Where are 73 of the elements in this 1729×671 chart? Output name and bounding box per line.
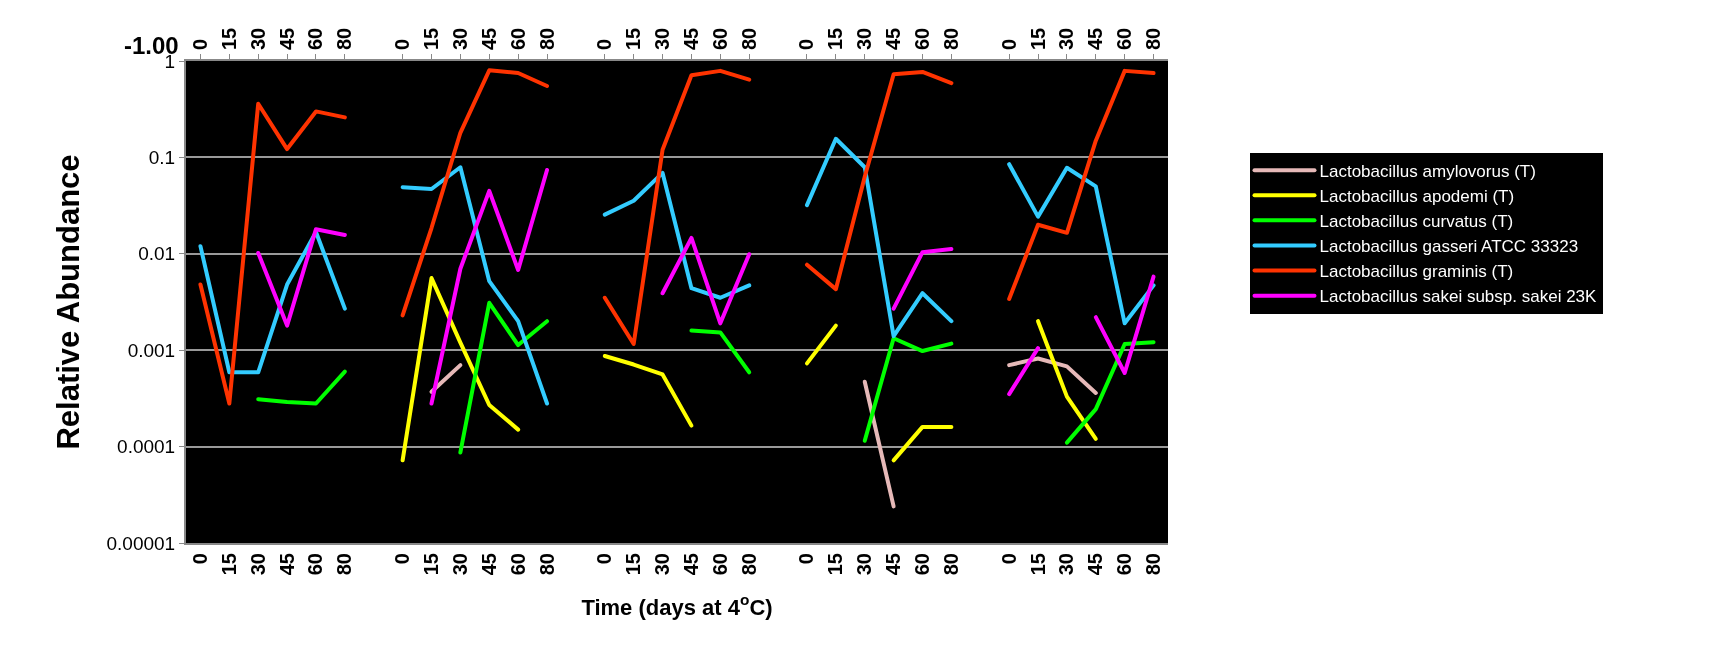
x-tick-label: 30 [1055, 553, 1078, 576]
category-label: 60 [1113, 27, 1136, 50]
x-tick-label: 45 [679, 553, 702, 576]
x-tick-label: 60 [1113, 553, 1136, 576]
category-label: 80 [333, 27, 356, 50]
category-label: 0 [795, 38, 818, 50]
legend-label: Lactobacillus curvatus (T) [1319, 211, 1514, 231]
x-axis-title: Time (days at 4$^{o}$C) [581, 591, 773, 620]
x-tick-label: 15 [622, 553, 645, 576]
category-label: 45 [679, 27, 702, 50]
x-tick-label: 45 [477, 553, 500, 576]
category-label: 60 [304, 27, 327, 50]
x-tick-label: 0 [593, 553, 616, 565]
legend-label: Lactobacillus gasseri ATCC 33323 [1319, 237, 1579, 257]
category-label: 45 [477, 27, 500, 50]
category-label: 15 [1026, 27, 1049, 50]
x-tick-label: 80 [939, 553, 962, 576]
x-tick-label: 0 [997, 553, 1020, 565]
y-tick-label: 0.01 [138, 243, 176, 265]
x-tick-label: 30 [853, 553, 876, 576]
x-tick-label: 60 [708, 553, 731, 576]
category-label: 45 [275, 27, 298, 50]
category-label: 0 [391, 38, 414, 50]
x-tick-label: 60 [506, 553, 529, 576]
category-label: 30 [1055, 27, 1078, 50]
category-label: 0 [593, 38, 616, 50]
x-tick-label: 15 [1026, 553, 1049, 576]
category-label: 80 [1142, 27, 1165, 50]
category-label: 15 [824, 27, 847, 50]
category-label: 30 [246, 27, 269, 50]
x-tick-label: 0 [188, 553, 211, 565]
category-label: 80 [737, 27, 760, 50]
x-tick-label: 0 [795, 553, 818, 565]
y-tick-label: 0.00001 [106, 532, 176, 554]
x-tick-label: 30 [448, 553, 471, 576]
category-label: 0 [997, 38, 1020, 50]
x-tick-label: 80 [737, 553, 760, 576]
x-tick-label: 80 [1142, 553, 1165, 576]
x-tick-label: 80 [333, 553, 356, 576]
category-label: 15 [420, 27, 442, 50]
category-label: 30 [651, 27, 674, 50]
category-label: 45 [882, 27, 905, 50]
category-label: 30 [853, 27, 876, 50]
category-label: 15 [217, 27, 240, 50]
category-label: 80 [939, 27, 962, 50]
x-tick-label: 45 [882, 553, 905, 576]
y-tick-label: 0.1 [148, 147, 176, 169]
category-label: 15 [622, 27, 645, 50]
x-tick-label: 60 [911, 553, 933, 576]
y-tick-label: 0.0001 [117, 436, 176, 458]
category-label: 0 [188, 38, 211, 50]
x-tick-label: 45 [1084, 553, 1107, 576]
legend-label: Lactobacillus sakei subsp. sakei 23K [1319, 287, 1598, 307]
legend-label: Lactobacillus amylovorus (T) [1319, 161, 1536, 181]
x-tick-label: 30 [651, 553, 674, 576]
category-label: 45 [1084, 27, 1107, 50]
category-label: 60 [911, 27, 933, 50]
category-label: 80 [535, 27, 558, 50]
y-axis-title: Relative Abundance [50, 154, 86, 450]
x-tick-label: 80 [535, 553, 558, 576]
legend-label: Lactobacillus graminis (T) [1319, 262, 1514, 282]
y-tick-label: 0.001 [127, 339, 176, 361]
category-label: 60 [506, 27, 529, 50]
x-tick-label: 15 [824, 553, 847, 576]
x-tick-label: 60 [304, 553, 327, 576]
x-tick-label: 45 [275, 553, 298, 576]
x-tick-label: 15 [217, 553, 240, 576]
legend-label: Lactobacillus apodemi (T) [1319, 186, 1515, 206]
category-label: 60 [708, 27, 731, 50]
x-tick-label: 15 [420, 553, 442, 576]
category-label: 30 [448, 27, 471, 50]
x-tick-label: 30 [246, 553, 269, 576]
x-tick-label: 0 [391, 553, 414, 565]
